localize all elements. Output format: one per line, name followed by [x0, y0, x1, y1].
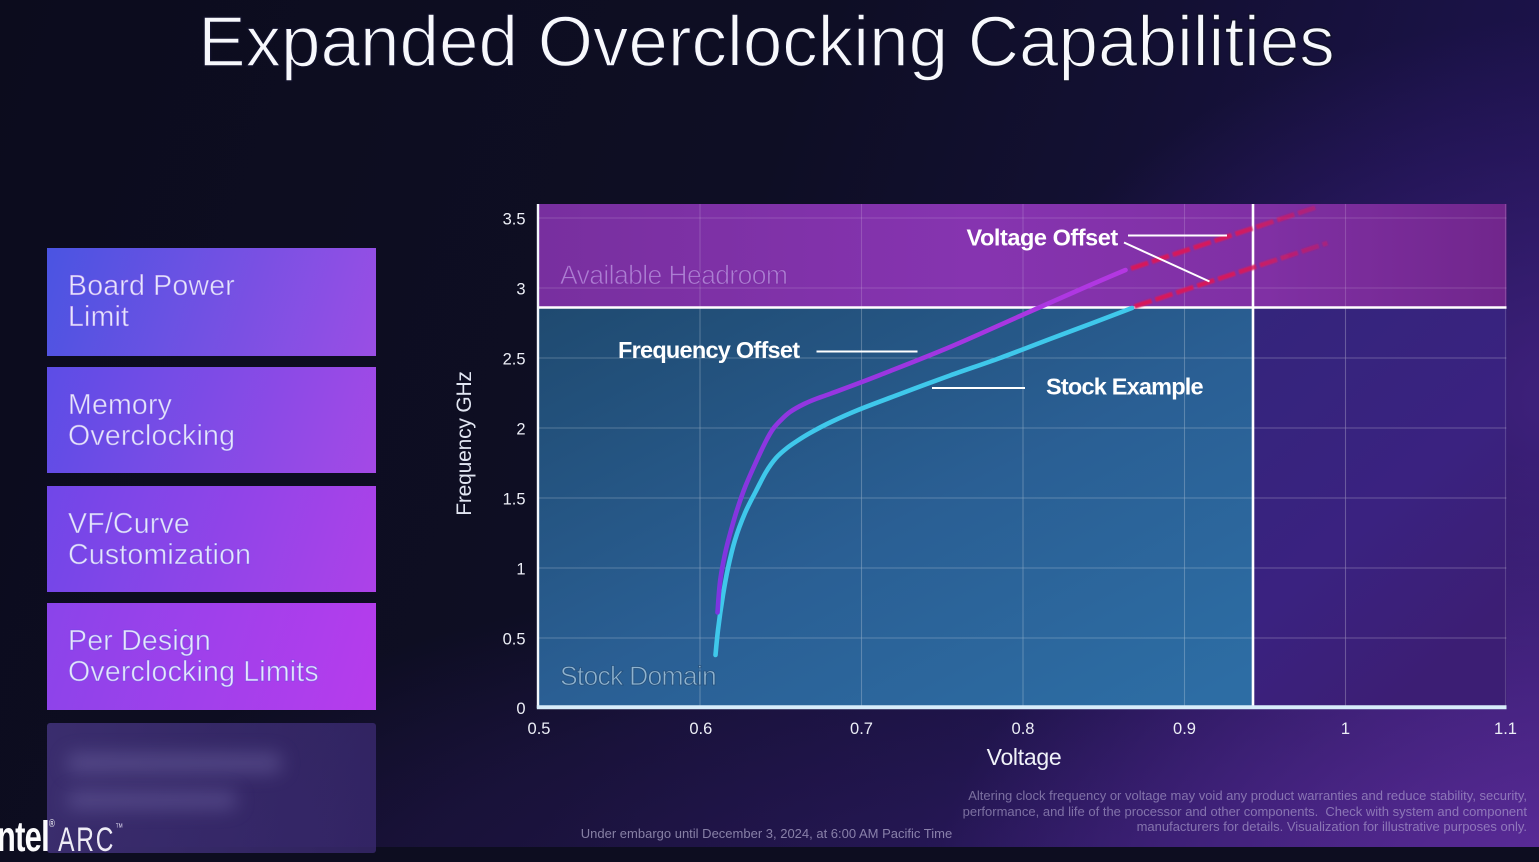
svg-text:0.8: 0.8: [1012, 720, 1035, 738]
svg-text:0.9: 0.9: [1173, 720, 1196, 738]
svg-text:1.1: 1.1: [1494, 720, 1517, 738]
svg-text:3: 3: [516, 281, 525, 299]
svg-text:1: 1: [516, 561, 525, 579]
svg-text:3.5: 3.5: [503, 211, 526, 229]
svg-text:Stock Example: Stock Example: [1046, 374, 1204, 400]
svg-text:0.5: 0.5: [503, 631, 526, 649]
svg-text:0.5: 0.5: [528, 720, 551, 738]
svg-text:1.5: 1.5: [503, 491, 526, 509]
svg-text:0: 0: [516, 700, 525, 718]
svg-text:Voltage Offset: Voltage Offset: [967, 225, 1119, 251]
svg-text:Voltage: Voltage: [987, 744, 1062, 770]
svg-text:0.7: 0.7: [850, 720, 873, 738]
svg-text:1: 1: [1341, 720, 1350, 738]
svg-text:2.5: 2.5: [503, 351, 526, 369]
svg-text:Frequency Offset: Frequency Offset: [618, 337, 800, 363]
svg-text:Frequency GHz: Frequency GHz: [453, 371, 476, 515]
svg-text:Stock Domain: Stock Domain: [560, 661, 716, 691]
svg-text:2: 2: [516, 421, 525, 439]
svg-text:0.6: 0.6: [689, 720, 712, 738]
svg-text:Available Headroom: Available Headroom: [560, 260, 787, 290]
